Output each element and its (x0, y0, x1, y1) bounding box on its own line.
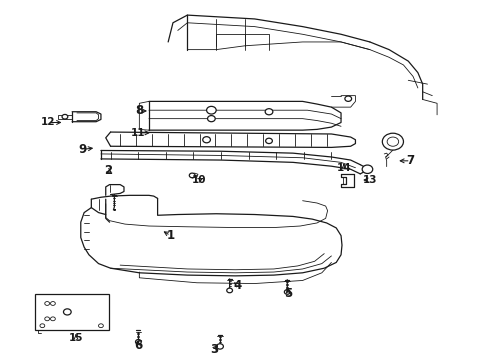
Circle shape (50, 317, 55, 321)
Circle shape (62, 114, 68, 119)
Circle shape (40, 324, 45, 328)
Bar (35, 294, 109, 330)
Circle shape (207, 106, 216, 114)
Text: 9: 9 (78, 143, 87, 156)
Circle shape (345, 96, 352, 102)
Circle shape (203, 137, 210, 143)
Circle shape (217, 344, 223, 349)
Circle shape (64, 309, 71, 315)
Text: 14: 14 (337, 163, 351, 173)
Text: 11: 11 (131, 128, 146, 138)
Circle shape (266, 138, 272, 144)
Text: 13: 13 (363, 175, 377, 185)
Text: 7: 7 (407, 154, 415, 167)
Circle shape (227, 288, 233, 293)
Circle shape (189, 173, 195, 178)
Text: 6: 6 (134, 339, 143, 352)
Text: 15: 15 (69, 333, 83, 343)
Circle shape (382, 133, 403, 150)
Text: 8: 8 (135, 104, 144, 117)
Text: 3: 3 (210, 343, 218, 356)
Circle shape (265, 109, 273, 115)
Circle shape (98, 324, 103, 328)
Circle shape (208, 116, 215, 122)
Circle shape (362, 165, 373, 174)
Text: 12: 12 (41, 117, 55, 127)
Circle shape (45, 317, 49, 321)
Circle shape (136, 339, 141, 344)
Circle shape (387, 137, 399, 146)
Text: 4: 4 (234, 279, 242, 292)
Text: 2: 2 (104, 164, 112, 177)
Text: 1: 1 (167, 229, 174, 242)
Text: 10: 10 (192, 175, 207, 185)
Circle shape (45, 302, 49, 305)
Circle shape (50, 302, 55, 305)
Text: 5: 5 (284, 287, 293, 300)
Circle shape (284, 290, 290, 294)
